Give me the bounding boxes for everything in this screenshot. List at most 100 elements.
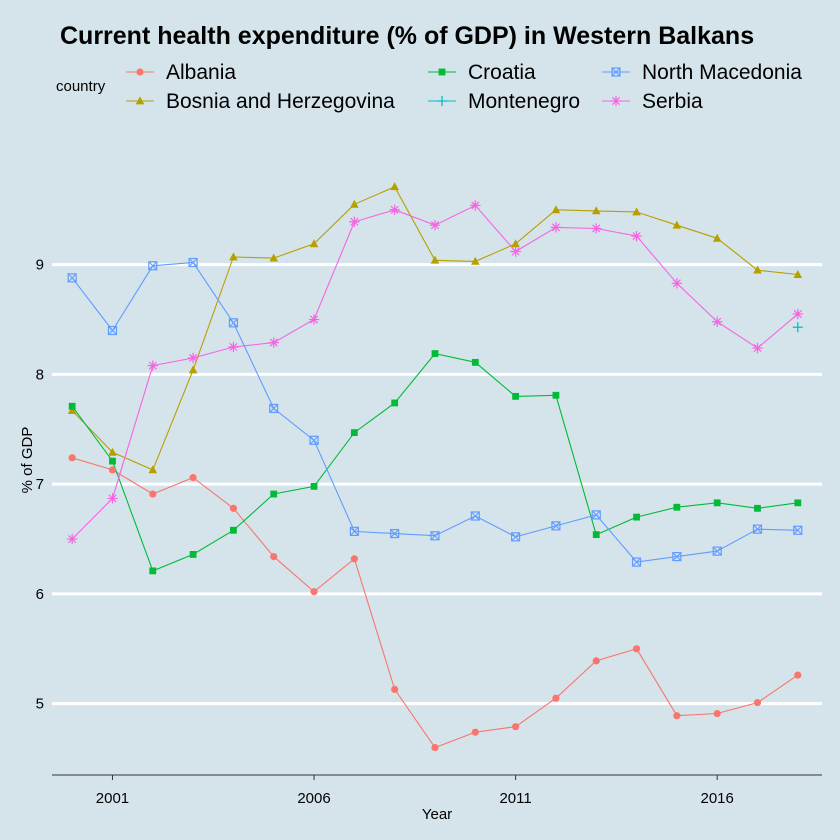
data-point-bosnia-and-herzegovina [511, 239, 520, 248]
data-point-bosnia-and-herzegovina [591, 206, 601, 215]
legend-item-albania: Albania [126, 61, 236, 84]
legend-key-marker [611, 67, 621, 77]
data-point-north-macedonia [672, 552, 682, 562]
data-point-croatia [794, 499, 802, 507]
data-point-serbia [591, 223, 602, 234]
data-point-north-macedonia [511, 532, 521, 542]
data-point-serbia [268, 337, 279, 348]
data-point-albania [391, 685, 399, 693]
data-point-north-macedonia [752, 524, 763, 534]
data-point-albania [270, 553, 278, 561]
legend-label: Croatia [468, 61, 536, 84]
series-line-croatia [71, 352, 798, 572]
data-point-serbia [389, 204, 400, 215]
data-point-croatia [391, 399, 399, 407]
data-point-serbia [147, 360, 158, 371]
legend-key-marker [438, 68, 446, 76]
data-point-albania [632, 645, 641, 653]
series-points [66, 182, 804, 752]
data-point-serbia [792, 308, 804, 320]
data-point-north-macedonia [67, 273, 77, 283]
data-point-albania [592, 657, 600, 665]
data-point-bosnia-and-herzegovina [309, 239, 319, 248]
gridlines [52, 263, 822, 706]
data-point-croatia [230, 526, 237, 534]
data-point-north-macedonia [269, 403, 279, 414]
chart-title: Current health expenditure (% of GDP) in… [60, 22, 754, 50]
series-lines [71, 186, 799, 749]
data-point-serbia [671, 278, 683, 289]
data-point-croatia [270, 490, 278, 498]
data-point-bosnia-and-herzegovina [470, 256, 480, 265]
data-point-bosnia-and-herzegovina [753, 265, 762, 274]
y-tick-label: 5 [36, 696, 44, 713]
data-point-albania [673, 712, 681, 720]
legend-title: country [56, 78, 106, 95]
data-point-albania [189, 473, 197, 482]
data-point-north-macedonia [107, 325, 118, 336]
legend: Albania Bosnia and Herzegovina Croatia Mont… [126, 61, 802, 113]
data-point-serbia [66, 533, 78, 545]
legend-item-croatia: Croatia [428, 61, 536, 84]
x-axis-title: Year [422, 806, 452, 823]
data-point-north-macedonia [390, 528, 400, 539]
data-point-croatia [754, 504, 761, 512]
x-tick-label: 2001 [96, 790, 129, 807]
x-tick-label: 2006 [297, 790, 330, 807]
data-point-albania [108, 466, 117, 474]
data-point-croatia [189, 551, 197, 558]
legend-label: Bosnia and Herzegovina [166, 90, 395, 113]
data-point-albania [350, 555, 358, 563]
data-point-albania [310, 588, 318, 596]
data-point-montenegro [792, 322, 803, 333]
data-point-albania [471, 728, 479, 736]
data-point-croatia [633, 513, 640, 521]
data-point-bosnia-and-herzegovina [188, 365, 198, 374]
data-point-albania [229, 504, 238, 512]
data-point-croatia [552, 391, 560, 399]
legend-key-marker [135, 96, 145, 105]
series-line-serbia [71, 204, 799, 540]
data-point-croatia [673, 503, 681, 511]
data-point-albania [149, 490, 157, 498]
data-point-croatia [68, 402, 76, 410]
data-point-bosnia-and-herzegovina [551, 205, 561, 214]
y-tick-label: 6 [36, 586, 44, 603]
data-point-bosnia-and-herzegovina [793, 269, 803, 278]
data-point-north-macedonia [188, 257, 198, 268]
data-point-bosnia-and-herzegovina [229, 252, 238, 261]
data-point-bosnia-and-herzegovina [430, 255, 440, 264]
y-tick-label: 7 [36, 476, 44, 493]
data-point-croatia [310, 482, 318, 490]
data-point-albania [512, 723, 520, 731]
y-tick-label: 8 [36, 366, 44, 383]
data-point-bosnia-and-herzegovina [148, 465, 158, 474]
data-point-bosnia-and-herzegovina [390, 182, 399, 191]
data-point-albania [68, 454, 76, 462]
data-point-croatia [431, 350, 439, 357]
data-point-albania [431, 743, 439, 752]
data-point-north-macedonia [591, 510, 601, 520]
y-axis-title: % of GDP [19, 427, 36, 494]
data-point-north-macedonia [631, 557, 642, 567]
data-point-bosnia-and-herzegovina [350, 199, 359, 208]
legend-key-marker [136, 68, 144, 76]
data-point-croatia [471, 358, 479, 366]
data-point-albania [713, 709, 721, 718]
data-point-serbia [752, 342, 763, 354]
y-ticks: 5 6 7 8 9 [36, 257, 44, 713]
legend-item-serbia: Serbia [602, 90, 703, 113]
data-point-bosnia-and-herzegovina [712, 233, 722, 242]
data-point-serbia [631, 230, 642, 242]
x-ticks: 2001 2006 2011 2016 [96, 775, 734, 807]
x-tick-label: 2011 [499, 790, 531, 807]
data-point-serbia [550, 222, 562, 233]
legend-item-montenegro: Montenegro [428, 90, 580, 113]
data-point-bosnia-and-herzegovina [632, 207, 641, 216]
legend-label: Montenegro [468, 90, 580, 113]
legend-item-bosnia-and-herzegovina: Bosnia and Herzegovina [126, 90, 395, 113]
series-line-north-macedonia [71, 261, 798, 563]
data-point-albania [794, 671, 802, 679]
data-point-croatia [350, 429, 358, 436]
